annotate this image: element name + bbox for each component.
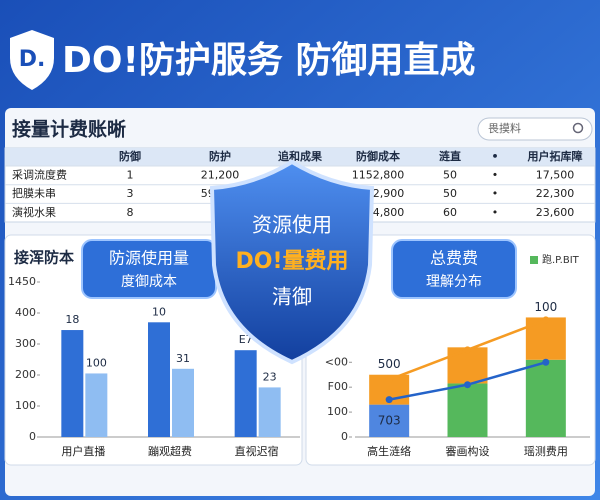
y-tick-label: 200 bbox=[15, 368, 36, 381]
line-point bbox=[464, 346, 471, 354]
row-label: 采调流度费 bbox=[12, 168, 67, 182]
header-title: DO!防护服务 防御用直成 bbox=[62, 40, 475, 81]
table-cell: 1 bbox=[127, 169, 134, 182]
table-cell: 1152,800 bbox=[352, 169, 405, 182]
table-cell: • bbox=[492, 206, 499, 219]
table-cell: 3 bbox=[127, 187, 134, 200]
table-cell: 23,600 bbox=[536, 206, 575, 219]
y-tick-label: 100 bbox=[15, 399, 36, 412]
row-label: 把膜未串 bbox=[12, 186, 56, 200]
table-cell: • bbox=[492, 187, 499, 200]
bar bbox=[172, 368, 194, 437]
billing-title: 接量计费账晰 bbox=[12, 119, 126, 141]
column-header: 防护 bbox=[209, 149, 231, 163]
line-point bbox=[385, 396, 393, 404]
bar-label: 18 bbox=[65, 313, 79, 326]
chart-title: 接浑防本 bbox=[14, 249, 74, 267]
line-point bbox=[464, 381, 471, 389]
shield-text: 资源使用 bbox=[252, 213, 332, 237]
x-tick-label: 審画构设 bbox=[446, 444, 490, 458]
y-tick-label: <00 bbox=[325, 355, 348, 368]
y-tick-label: 300 bbox=[15, 337, 36, 350]
y-tick-label: F00 bbox=[328, 380, 348, 393]
bar bbox=[148, 322, 170, 437]
table-header bbox=[5, 148, 595, 166]
logo-text: D. bbox=[19, 47, 46, 72]
column-header: 防御 bbox=[119, 149, 141, 163]
line-point bbox=[542, 358, 550, 366]
bar-label: 100 bbox=[86, 356, 107, 369]
search-placeholder: 畏摸料 bbox=[488, 121, 521, 135]
bar bbox=[258, 387, 281, 437]
table-cell: • bbox=[492, 169, 499, 182]
table-cell: 17,500 bbox=[536, 169, 575, 182]
table-cell: 50 bbox=[443, 187, 457, 200]
callout-text: 度御成本 bbox=[121, 274, 177, 290]
legend-swatch bbox=[530, 256, 538, 264]
bar bbox=[234, 350, 257, 437]
column-header: 追和成果 bbox=[278, 149, 322, 163]
y-tick-label: 100 bbox=[327, 405, 348, 418]
table-cell: 21,200 bbox=[201, 169, 240, 182]
logo-shield bbox=[10, 30, 54, 90]
legend-label: 跑.P.BIT bbox=[542, 253, 580, 266]
y-tick-label: 0 bbox=[29, 430, 36, 443]
shield-text: 清御 bbox=[272, 285, 312, 309]
bar-segment bbox=[525, 359, 566, 437]
bar-label: 10 bbox=[152, 305, 166, 318]
annotation: 500 bbox=[378, 357, 401, 371]
line-point bbox=[542, 316, 550, 324]
search-icon[interactable] bbox=[572, 122, 584, 134]
annotation: 703 bbox=[378, 413, 401, 427]
bar-segment bbox=[447, 347, 488, 384]
row-label: 演视水果 bbox=[12, 205, 56, 219]
line-point bbox=[385, 376, 393, 384]
x-tick-label: 用户直播 bbox=[61, 444, 105, 458]
x-tick-label: 高生涟络 bbox=[367, 444, 411, 458]
table-cell: 8 bbox=[127, 206, 134, 219]
bar-label: 31 bbox=[176, 352, 190, 365]
table-cell: 60 bbox=[443, 206, 457, 219]
x-tick-label: 蹦观超费 bbox=[148, 444, 192, 458]
callout-right bbox=[391, 239, 517, 299]
callout-text: 理解分布 bbox=[426, 274, 482, 290]
x-tick-label: 直视迟宿 bbox=[235, 444, 279, 458]
callout-text: 防源使用量 bbox=[109, 249, 189, 268]
column-header: • bbox=[491, 150, 498, 163]
bar-segment bbox=[447, 383, 488, 437]
y-tick-label: 400 bbox=[15, 306, 36, 319]
shield bbox=[209, 159, 375, 365]
callout-text: 总费费 bbox=[430, 249, 478, 268]
bar-label: 23 bbox=[263, 370, 277, 383]
column-header: 用户拓库障 bbox=[528, 149, 583, 163]
x-tick-label: 瑶测费用 bbox=[524, 445, 568, 458]
bar-segment bbox=[525, 317, 566, 360]
shield-text: DO!量费用 bbox=[236, 249, 349, 274]
column-header: 涟直 bbox=[439, 149, 461, 163]
column-header: 防御成本 bbox=[356, 149, 400, 163]
bar bbox=[61, 330, 84, 437]
bar-segment bbox=[369, 404, 410, 437]
bar bbox=[85, 373, 108, 437]
table-cell: 22,300 bbox=[536, 187, 575, 200]
table-cell: 50 bbox=[443, 169, 457, 182]
search-box[interactable] bbox=[477, 117, 593, 141]
y-tick-label: 1450 bbox=[8, 275, 36, 288]
annotation: 100 bbox=[534, 300, 557, 314]
y-tick-label: 0 bbox=[341, 430, 348, 443]
